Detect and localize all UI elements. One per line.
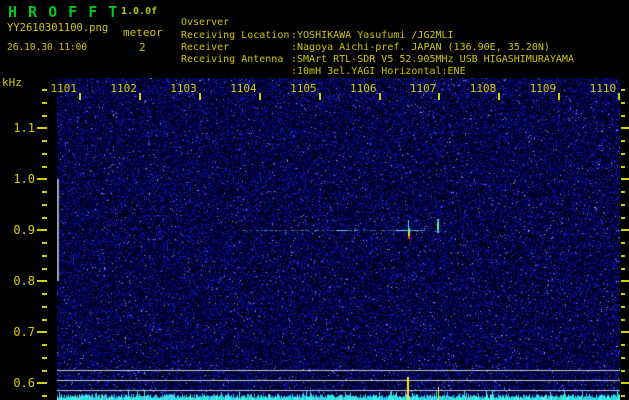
freq-tick-right — [621, 102, 625, 104]
time-tick-label: 1109 — [526, 82, 556, 95]
freq-tick — [42, 268, 47, 270]
freq-tick-right — [621, 217, 625, 219]
time-tick — [438, 93, 440, 100]
freq-tick — [42, 102, 47, 104]
output-filename: YY2610301100.png — [7, 22, 108, 34]
frequency-unit-label: kHz — [2, 76, 22, 89]
freq-tick — [37, 331, 47, 333]
time-tick-label: 1108 — [466, 82, 496, 95]
freq-tick-right — [621, 357, 625, 359]
freq-tick — [37, 127, 47, 129]
freq-tick — [42, 153, 47, 155]
time-tick — [199, 93, 201, 100]
mode-label: meteor — [123, 26, 163, 39]
time-tick-label: 1105 — [287, 82, 317, 95]
freq-tick-label: 0.7 — [0, 325, 35, 339]
freq-tick-right — [621, 293, 625, 295]
time-tick — [319, 93, 321, 100]
freq-tick-label: 1.0 — [0, 172, 35, 186]
freq-tick-right — [621, 153, 625, 155]
station-row-location: Receiving Location :Nagoya Aichi-pref. J… — [181, 17, 626, 29]
app-version: 1.0.0f — [121, 6, 157, 17]
time-tick — [79, 93, 81, 100]
freq-tick-right — [621, 127, 629, 129]
freq-tick-right — [621, 306, 625, 308]
freq-tick-right — [621, 319, 625, 321]
time-tick — [498, 93, 500, 100]
hrofft-screen: H R O F F T 1.0.0f YY2610301100.png mete… — [0, 0, 629, 400]
freq-tick — [42, 204, 47, 206]
time-tick-label: 1110 — [586, 82, 616, 95]
station-label: Receiving Antenna — [181, 54, 283, 66]
freq-tick — [42, 115, 47, 117]
freq-tick-right — [621, 229, 629, 231]
spectrogram-canvas — [57, 78, 620, 400]
freq-tick-right — [621, 344, 625, 346]
time-tick-label: 1104 — [227, 82, 257, 95]
freq-tick-right — [621, 280, 629, 282]
app-title: H R O F F T — [8, 3, 118, 21]
freq-tick — [37, 229, 47, 231]
station-value: :10mH 3el.YAGI Horizontal:ENE — [291, 66, 466, 78]
freq-tick — [42, 191, 47, 193]
time-tick-label: 1101 — [47, 82, 77, 95]
time-tick — [618, 93, 620, 100]
freq-tick — [42, 217, 47, 219]
time-tick-label: 1106 — [347, 82, 377, 95]
freq-tick — [42, 255, 47, 257]
freq-tick — [42, 306, 47, 308]
freq-tick-right — [621, 242, 625, 244]
freq-tick-right — [621, 140, 625, 142]
time-tick — [558, 93, 560, 100]
freq-tick — [37, 178, 47, 180]
freq-tick-right — [621, 89, 625, 91]
station-row-antenna: Receiving Antenna :10mH 3el.YAGI Horizon… — [181, 42, 626, 54]
freq-tick — [42, 344, 47, 346]
freq-tick — [42, 357, 47, 359]
freq-tick-right — [621, 115, 625, 117]
freq-tick-right — [621, 268, 625, 270]
freq-tick — [42, 293, 47, 295]
datetime-label: 26.10.30 11:00 — [7, 42, 87, 53]
time-tick-label: 1107 — [406, 82, 436, 95]
meteor-count: 2 — [139, 41, 146, 54]
freq-tick — [42, 242, 47, 244]
station-row-observer: Ovserver :YOSHIKAWA Yasufumi /JG2MLI — [181, 5, 626, 17]
freq-tick-right — [621, 370, 625, 372]
station-row-receiver: Receiver :SMArt RTL-SDR V5 52.905MHz USB… — [181, 30, 626, 42]
freq-tick-right — [621, 166, 625, 168]
freq-tick — [37, 280, 47, 282]
freq-tick — [37, 382, 47, 384]
freq-tick-right — [621, 382, 629, 384]
freq-tick — [42, 140, 47, 142]
station-value: :SMArt RTL-SDR V5 52.905MHz USB HIGASHIM… — [291, 54, 574, 66]
time-tick — [259, 93, 261, 100]
freq-tick-label: 1.1 — [0, 121, 35, 135]
freq-tick — [42, 395, 47, 397]
time-tick — [139, 93, 141, 100]
freq-tick — [42, 319, 47, 321]
freq-tick — [42, 370, 47, 372]
time-tick-label: 1103 — [167, 82, 197, 95]
freq-tick-right — [621, 395, 625, 397]
time-tick-label: 1102 — [107, 82, 137, 95]
station-info: Ovserver :YOSHIKAWA Yasufumi /JG2MLI Rec… — [181, 5, 626, 54]
freq-tick-right — [621, 191, 625, 193]
freq-tick-label: 0.9 — [0, 223, 35, 237]
freq-tick-right — [621, 331, 629, 333]
freq-tick-right — [621, 178, 629, 180]
freq-tick-right — [621, 204, 625, 206]
freq-tick — [42, 166, 47, 168]
freq-tick-label: 0.6 — [0, 376, 35, 390]
freq-tick-right — [621, 255, 625, 257]
freq-tick-label: 0.8 — [0, 274, 35, 288]
time-tick — [379, 93, 381, 100]
